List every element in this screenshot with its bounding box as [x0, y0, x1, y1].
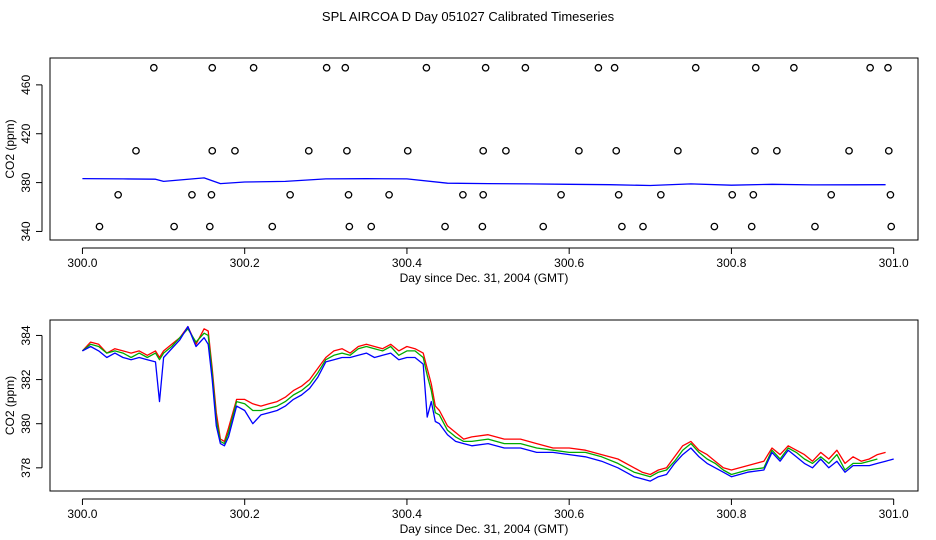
scatter-point	[341, 63, 350, 72]
scatter-point	[521, 63, 530, 72]
scatter-point	[827, 190, 836, 199]
x-tick-label: 300.6	[554, 256, 584, 270]
scatter-point	[639, 222, 647, 231]
x-axis-title: Day since Dec. 31, 2004 (GMT)	[400, 271, 569, 285]
series-line-2	[81, 328, 878, 478]
scatter-point	[656, 190, 665, 199]
y-tick-label: 420	[19, 123, 33, 143]
scatter-point	[231, 146, 239, 155]
scatter-point	[367, 222, 376, 231]
y-axis-title: CO2 (ppm)	[3, 119, 17, 178]
scatter-point	[441, 222, 449, 231]
y-tick-label: 380	[19, 413, 33, 433]
y-tick-label: 460	[19, 75, 33, 95]
top-panel-scatter-chart: 300.0 300.2 300.4 300.6 300.8 301.0 340 380 420 4…	[3, 57, 919, 285]
y-tick-label: 340	[19, 221, 33, 241]
scatter-point	[268, 222, 277, 231]
x-tick-label: 300.0	[67, 507, 97, 521]
series-line-1	[81, 325, 886, 476]
x-tick-label: 300.8	[716, 256, 746, 270]
x-tick-label: 300.2	[230, 256, 260, 270]
scatter-point	[322, 63, 331, 72]
x-tick-label: 300.2	[230, 507, 260, 521]
x-tick-label: 300.0	[67, 256, 97, 270]
y-tick-label: 378	[19, 458, 33, 478]
scatter-point	[845, 146, 853, 155]
scatter-point	[345, 222, 354, 231]
x-tick-label: 300.6	[554, 507, 584, 521]
x-tick-label: 301.0	[879, 507, 909, 521]
scatter-point	[884, 146, 893, 155]
scatter-point	[751, 63, 760, 72]
x-axis-title: Day since Dec. 31, 2004 (GMT)	[400, 522, 569, 536]
scatter-point	[249, 63, 258, 72]
scatter-point	[749, 190, 758, 199]
plot-frame	[49, 319, 919, 492]
scatter-point	[205, 222, 214, 231]
scatter-point	[479, 146, 488, 155]
x-tick-label: 301.0	[879, 256, 909, 270]
scatter-point	[132, 146, 140, 155]
plot-frame	[49, 57, 919, 241]
y-tick-label: 382	[19, 369, 33, 389]
scatter-point	[114, 190, 122, 199]
scatter-point	[304, 146, 313, 155]
scatter-point	[207, 190, 216, 199]
scatter-point	[539, 222, 548, 231]
scatter-point	[95, 222, 104, 231]
scatter-point	[594, 63, 603, 72]
scatter-point	[751, 146, 759, 155]
y-tick-label: 384	[19, 325, 33, 345]
scatter-point	[403, 146, 412, 155]
scatter-point	[208, 146, 217, 155]
x-tick-label: 300.4	[392, 507, 422, 521]
y-axis-title: CO2 (ppm)	[3, 376, 17, 435]
bottom-panel-line-chart: 300.0 300.2 300.4 300.6 300.8 301.0 378 380 382 3…	[3, 319, 919, 536]
scatter-point	[343, 146, 351, 155]
scatter-point	[459, 190, 467, 199]
scatter-point	[422, 63, 431, 72]
scatter-point	[385, 190, 393, 199]
scatter-point	[286, 190, 294, 199]
scatter-point	[772, 146, 781, 155]
scatter-point	[479, 190, 488, 199]
scatter-point	[208, 63, 217, 72]
scatter-point	[575, 146, 583, 155]
scatter-point	[170, 222, 178, 231]
scatter-point	[884, 63, 892, 72]
scatter-point	[811, 222, 819, 231]
x-tick-label: 300.4	[392, 256, 422, 270]
scatter-point	[614, 190, 623, 199]
series-line-3	[82, 325, 894, 482]
scatter-point	[691, 63, 700, 72]
scatter-point	[790, 63, 798, 72]
scatter-point	[747, 222, 756, 231]
scatter-point	[481, 63, 490, 72]
scatter-point	[149, 63, 158, 72]
scatter-point	[188, 190, 196, 199]
scatter-point	[557, 190, 565, 199]
scatter-point	[502, 146, 510, 155]
scatter-point	[610, 63, 619, 72]
scatter-point	[478, 222, 487, 231]
scatter-point	[710, 222, 719, 231]
scatter-point	[887, 222, 896, 231]
x-tick-label: 300.8	[716, 507, 746, 521]
scatter-point	[612, 146, 621, 155]
scatter-point	[728, 190, 737, 199]
scatter-point	[674, 146, 682, 155]
scatter-point	[886, 190, 895, 199]
series-line-1	[82, 177, 886, 187]
scatter-point	[618, 222, 626, 231]
figure-title: SPL AIRCOA D Day 051027 Calibrated Times…	[321, 9, 615, 24]
scatter-point	[866, 63, 874, 72]
y-tick-label: 380	[19, 172, 33, 192]
scatter-point	[344, 190, 353, 199]
